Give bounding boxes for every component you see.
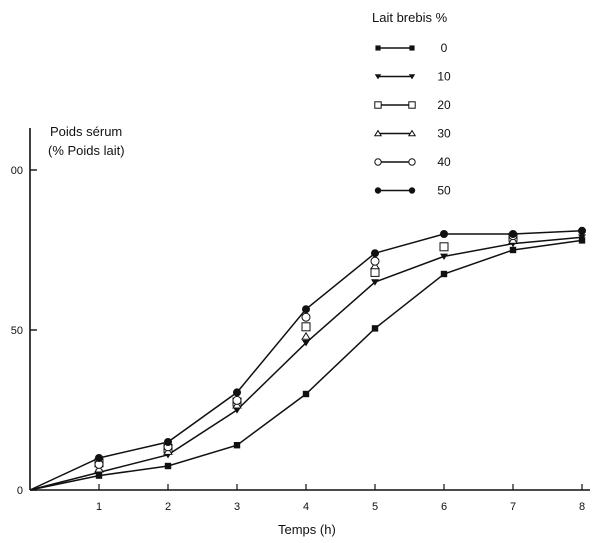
data-point-10	[233, 407, 241, 414]
data-point-0	[233, 442, 241, 449]
y-tick-label: 00	[11, 165, 23, 177]
data-point-0	[509, 246, 517, 254]
x-tick-label: 3	[234, 501, 240, 513]
legend-entry-0: 0	[375, 41, 448, 55]
legend: Lait brebis % 0 10 20 30 40 50	[372, 10, 451, 198]
data-point-10	[578, 234, 586, 241]
data-point-20	[301, 322, 311, 332]
legend-title: Lait brebis %	[372, 10, 448, 25]
data-point-50	[371, 249, 379, 258]
legend-marker	[375, 45, 381, 51]
series-10	[29, 234, 586, 491]
legend-marker	[408, 101, 416, 109]
data-point-50	[302, 305, 310, 314]
series-group	[29, 226, 586, 491]
y-tick-label: 50	[11, 325, 23, 337]
data-point-20	[370, 267, 380, 277]
legend-label: 20	[437, 98, 451, 112]
x-tick-label: 7	[510, 501, 516, 513]
data-point-50	[233, 388, 241, 397]
legend-entry-10: 10	[374, 70, 451, 84]
legend-marker	[374, 158, 382, 166]
series-40	[94, 231, 518, 469]
x-tick-label: 5	[372, 501, 378, 513]
data-point-10	[302, 340, 310, 347]
legend-label: 40	[437, 155, 451, 169]
legend-marker	[374, 187, 382, 194]
legend-marker	[408, 187, 416, 194]
x-tick-label: 1	[96, 501, 102, 513]
data-point-20	[439, 242, 449, 252]
legend-entry-50: 50	[374, 184, 451, 198]
y-axis-label-line2: (% Poids lait)	[48, 143, 125, 158]
legend-marker	[407, 129, 417, 137]
legend-marker	[409, 45, 415, 51]
legend-label: 10	[437, 70, 451, 84]
y-tick-label: 0	[17, 485, 23, 497]
series-30	[94, 235, 518, 473]
x-tick-label: 8	[579, 501, 585, 513]
x-axis-label: Temps (h)	[278, 522, 336, 537]
x-tick-label: 4	[303, 501, 309, 513]
series-0	[29, 237, 586, 491]
legend-entry-40: 40	[374, 155, 451, 169]
legend-marker	[408, 158, 416, 166]
legend-entry-20: 20	[374, 98, 451, 112]
data-point-50	[578, 226, 586, 235]
x-tick-label: 6	[441, 501, 447, 513]
data-point-0	[371, 325, 379, 332]
legend-marker	[408, 74, 416, 80]
axes: 1 2 3 4 5 6 7 8 0 50 00	[11, 128, 590, 513]
data-point-50	[164, 438, 172, 446]
data-point-40	[370, 256, 380, 266]
data-point-40	[232, 395, 242, 405]
y-axis-label-line1: Poids sérum	[50, 124, 122, 139]
data-point-30	[301, 331, 311, 340]
series-line-10	[29, 236, 583, 491]
legend-marker	[373, 129, 383, 137]
data-point-50	[509, 230, 517, 238]
x-tick-label: 2	[165, 501, 171, 513]
data-point-50	[95, 454, 103, 462]
series-line-50	[29, 230, 583, 491]
data-point-10	[371, 279, 379, 286]
series-20	[94, 232, 518, 468]
legend-label: 30	[437, 127, 451, 141]
data-point-0	[440, 270, 448, 278]
data-point-0	[302, 390, 310, 398]
data-point-0	[164, 462, 172, 470]
legend-marker	[374, 74, 382, 80]
legend-entry-30: 30	[373, 127, 451, 141]
series-50	[29, 226, 586, 491]
data-point-40	[301, 312, 311, 322]
legend-label: 0	[441, 41, 448, 55]
legend-marker	[374, 101, 382, 109]
series-line-0	[29, 239, 583, 491]
data-point-10	[440, 253, 448, 260]
legend-label: 50	[437, 184, 451, 198]
data-point-50	[440, 230, 448, 238]
